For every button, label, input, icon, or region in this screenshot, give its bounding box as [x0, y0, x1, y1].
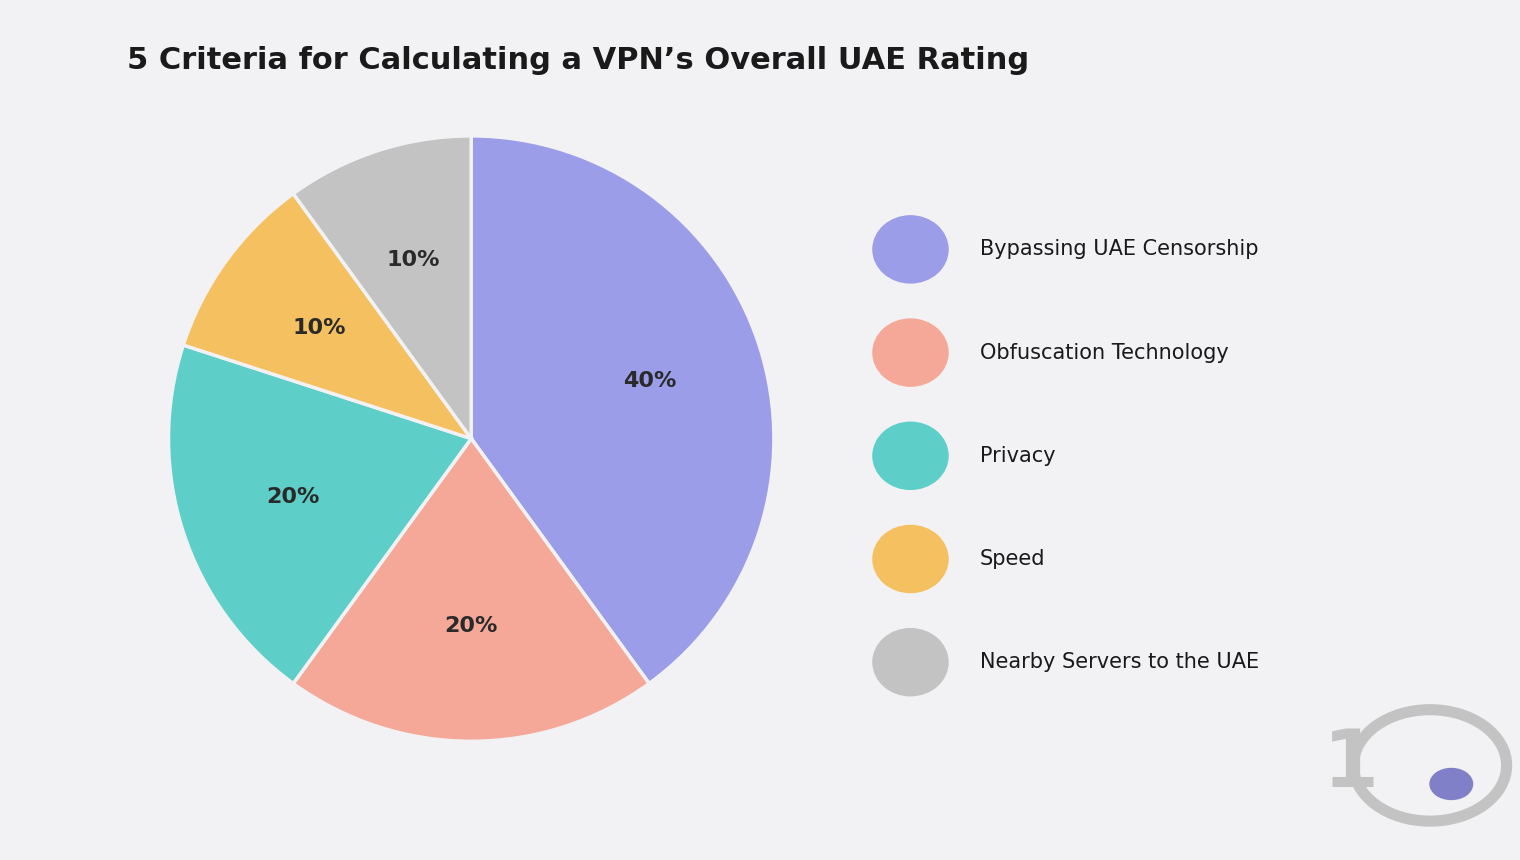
Circle shape [872, 422, 948, 489]
Text: 10%: 10% [386, 250, 439, 270]
Wedge shape [293, 136, 471, 439]
Circle shape [872, 629, 948, 696]
Text: Obfuscation Technology: Obfuscation Technology [980, 342, 1228, 363]
Wedge shape [471, 136, 774, 684]
Text: Speed: Speed [980, 549, 1046, 569]
Text: Nearby Servers to the UAE: Nearby Servers to the UAE [980, 652, 1259, 673]
Text: Bypassing UAE Censorship: Bypassing UAE Censorship [980, 239, 1259, 260]
Text: 40%: 40% [623, 371, 676, 390]
Circle shape [1430, 769, 1473, 800]
Text: 5 Criteria for Calculating a VPN’s Overall UAE Rating: 5 Criteria for Calculating a VPN’s Overa… [126, 46, 1029, 75]
Circle shape [872, 216, 948, 283]
Text: 1: 1 [1324, 727, 1379, 804]
Text: 20%: 20% [266, 487, 319, 507]
Circle shape [872, 525, 948, 593]
Wedge shape [184, 194, 471, 439]
Wedge shape [169, 345, 471, 684]
Text: 10%: 10% [293, 318, 347, 338]
Wedge shape [293, 439, 649, 741]
Text: 20%: 20% [444, 617, 499, 636]
Circle shape [872, 319, 948, 386]
Text: Privacy: Privacy [980, 445, 1055, 466]
